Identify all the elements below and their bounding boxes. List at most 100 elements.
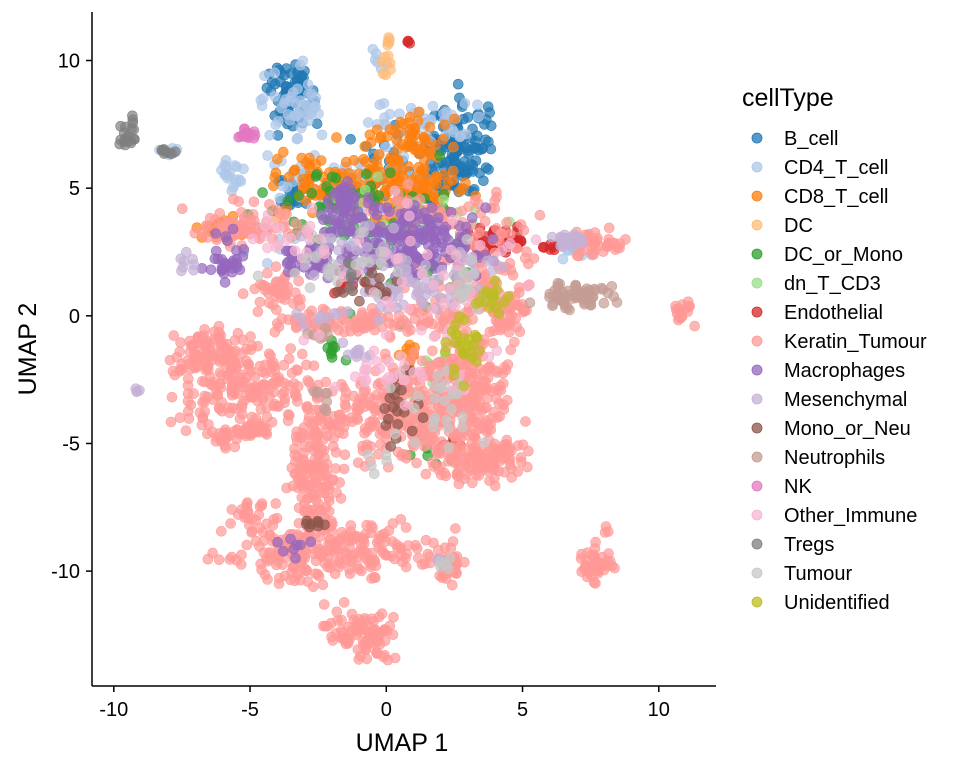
point <box>361 242 373 253</box>
point <box>226 363 237 375</box>
point <box>285 343 297 354</box>
point <box>380 69 392 80</box>
point <box>118 127 130 139</box>
point <box>432 447 443 459</box>
point <box>383 356 395 368</box>
point <box>418 213 430 225</box>
point <box>329 568 341 580</box>
legend-label: DC <box>784 215 813 237</box>
point <box>303 88 314 100</box>
point <box>166 391 178 403</box>
legend-key <box>751 306 763 318</box>
point <box>491 186 502 198</box>
point <box>316 129 328 141</box>
point <box>575 553 587 564</box>
point <box>292 132 304 144</box>
point <box>338 597 350 608</box>
point <box>427 345 438 357</box>
point <box>384 382 396 394</box>
point <box>404 37 416 49</box>
legend-label: B_cell <box>784 128 838 150</box>
point <box>227 402 238 414</box>
legend-label: CD4_T_cell <box>784 157 888 179</box>
point <box>265 350 276 362</box>
point <box>440 337 452 348</box>
point <box>368 394 380 405</box>
point <box>409 437 421 448</box>
point <box>443 442 455 454</box>
point <box>437 134 449 145</box>
point <box>380 329 392 340</box>
point <box>236 549 247 561</box>
point <box>228 193 239 205</box>
point <box>415 324 427 336</box>
point <box>262 150 273 161</box>
point <box>298 334 310 346</box>
legend-key <box>751 509 763 521</box>
point <box>188 259 200 270</box>
point <box>321 388 333 399</box>
point <box>329 308 340 319</box>
point <box>383 525 395 537</box>
point <box>380 141 392 153</box>
point <box>358 226 369 238</box>
legend-item: dn_T_CD3 <box>751 273 881 295</box>
point <box>444 552 456 564</box>
point <box>293 190 304 201</box>
point <box>471 331 482 343</box>
point <box>504 229 516 240</box>
point <box>487 233 499 245</box>
point <box>457 421 469 433</box>
point <box>397 448 408 460</box>
point <box>447 215 458 226</box>
point <box>484 326 496 338</box>
point <box>308 270 320 281</box>
point <box>457 291 469 302</box>
point <box>210 228 221 239</box>
point <box>235 559 247 570</box>
point <box>373 149 385 160</box>
point <box>435 461 446 473</box>
point <box>588 577 600 588</box>
legend-key <box>751 422 763 434</box>
point <box>288 378 300 389</box>
point <box>460 221 472 233</box>
legend-item: B_cell <box>751 128 838 150</box>
point <box>313 414 325 426</box>
point <box>219 277 231 288</box>
point <box>389 185 401 197</box>
point <box>156 144 168 156</box>
point <box>262 574 273 585</box>
point <box>439 346 451 358</box>
point <box>428 279 439 291</box>
point <box>250 426 262 438</box>
point <box>301 224 313 236</box>
point <box>391 134 402 145</box>
point <box>380 287 392 298</box>
point <box>289 164 301 176</box>
point <box>400 142 412 153</box>
point <box>417 412 429 424</box>
legend-label: NK <box>784 476 812 498</box>
point <box>315 155 327 166</box>
point <box>268 386 279 398</box>
legend-label: Other_Immune <box>784 505 917 527</box>
point <box>395 351 407 362</box>
point <box>500 364 512 376</box>
point <box>177 261 189 273</box>
point <box>583 289 594 301</box>
y-axis-ticks: -10 -5 0 5 10 <box>51 51 92 583</box>
point <box>408 402 420 414</box>
point <box>412 390 424 402</box>
point <box>443 423 454 434</box>
point <box>382 50 394 62</box>
point <box>474 296 485 308</box>
x-axis-ticks: -10 -5 0 5 10 <box>99 686 670 721</box>
point <box>398 374 410 386</box>
point <box>364 129 376 141</box>
x-tick-label: 5 <box>517 699 528 721</box>
point <box>358 397 369 409</box>
legend-key <box>751 277 763 289</box>
point <box>234 413 246 425</box>
point <box>406 425 418 437</box>
